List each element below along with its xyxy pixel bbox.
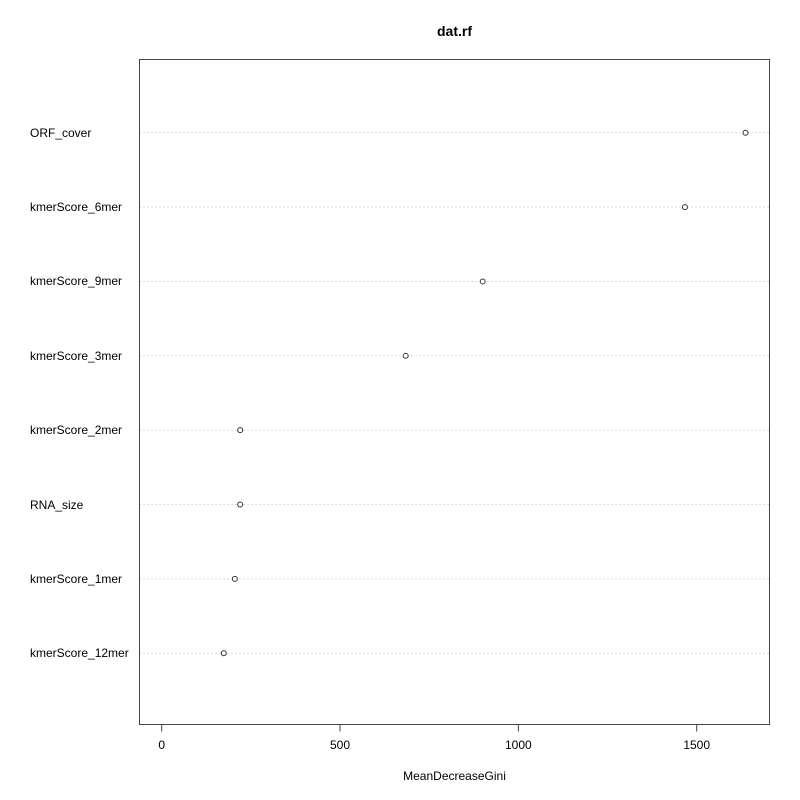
category-label: kmerScore_3mer [30, 348, 123, 363]
data-point [220, 650, 227, 657]
x-tick-label: 1500 [683, 738, 711, 752]
x-tick-label: 1000 [504, 738, 532, 752]
x-axis-label: MeanDecreaseGini [403, 769, 506, 783]
category-label: kmerScore_12mer [30, 646, 129, 661]
category-label: RNA_size [30, 497, 84, 512]
category-label: kmerScore_9mer [30, 274, 123, 289]
x-tick-label: 0 [158, 738, 166, 752]
data-point [681, 204, 688, 211]
data-point [237, 427, 244, 434]
data-point [402, 352, 409, 359]
plot-box [139, 59, 770, 725]
data-point [231, 575, 238, 582]
x-tick-label: 500 [330, 738, 351, 752]
chart-title: dat.rf [437, 23, 472, 39]
category-label: kmerScore_1mer [30, 571, 123, 586]
data-point [237, 501, 244, 508]
category-label: kmerScore_6mer [30, 200, 123, 215]
category-label: kmerScore_2mer [30, 423, 123, 438]
data-point [479, 278, 486, 285]
category-label: ORF_cover [30, 125, 92, 140]
data-point [742, 129, 749, 136]
